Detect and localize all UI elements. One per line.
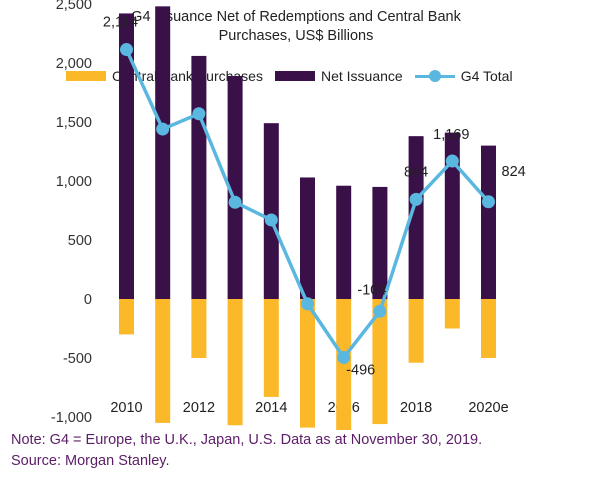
legend-item-net-issuance: Net Issuance bbox=[274, 68, 403, 84]
point-g4-total bbox=[264, 213, 278, 227]
bar-net-issuance bbox=[263, 123, 279, 300]
y-tick-label: 500 bbox=[68, 233, 92, 249]
data-label: -104 bbox=[357, 282, 386, 298]
bar-net-issuance bbox=[408, 136, 424, 299]
bar-net-issuance bbox=[191, 55, 207, 299]
legend-label-central-bank: Central Bank Purchases bbox=[112, 68, 263, 84]
point-g4-total bbox=[445, 154, 459, 168]
bar-net-issuance bbox=[481, 145, 496, 299]
x-tick-label: 2020e bbox=[468, 400, 508, 416]
point-g4-total bbox=[301, 297, 314, 311]
bar-central-bank bbox=[191, 299, 207, 358]
bar-central-bank bbox=[227, 299, 243, 426]
chart-title: G4 Issuance Net of Redemptions and Centr… bbox=[0, 8, 592, 46]
point-g4-total bbox=[409, 192, 423, 206]
bar-net-issuance bbox=[372, 186, 388, 299]
point-g4-total bbox=[156, 122, 170, 136]
legend-label-net-issuance: Net Issuance bbox=[320, 68, 403, 84]
bar-central-bank bbox=[119, 299, 134, 335]
data-label: 2,114 bbox=[103, 15, 138, 31]
bar-central-bank bbox=[444, 299, 460, 329]
point-g4-total bbox=[373, 304, 387, 318]
data-label: 844 bbox=[404, 164, 428, 180]
bar-central-bank bbox=[481, 299, 496, 358]
legend-swatch-g4-total bbox=[414, 69, 455, 83]
note-line: Note: G4 = Europe, the U.K., Japan, U.S.… bbox=[11, 432, 483, 448]
bar-central-bank bbox=[155, 299, 171, 423]
x-tick-label: 2014 bbox=[255, 400, 287, 416]
bar-net-issuance bbox=[336, 185, 352, 299]
y-tick-label: 2,000 bbox=[56, 56, 92, 72]
chart-title-line-2: Purchases, US$ Billions bbox=[218, 28, 374, 44]
y-tick-label: 0 bbox=[84, 292, 92, 308]
data-label: 1,169 bbox=[433, 127, 469, 143]
data-label: 824 bbox=[502, 164, 526, 180]
bar-net-issuance bbox=[155, 6, 171, 300]
bar-central-bank bbox=[408, 299, 424, 363]
source-line: Source: Morgan Stanley. bbox=[11, 453, 170, 469]
x-tick-label: 2012 bbox=[183, 400, 215, 416]
data-label: -496 bbox=[346, 363, 375, 379]
y-tick-label: 1,500 bbox=[56, 115, 92, 131]
bar-central-bank bbox=[336, 299, 352, 430]
x-tick-label: 2010 bbox=[110, 400, 142, 416]
chart-legend: Central Bank Purchases Net Issuance G4 T… bbox=[66, 66, 525, 86]
bar-central-bank bbox=[372, 299, 388, 425]
legend-swatch-central-bank bbox=[66, 71, 106, 81]
bar-net-issuance bbox=[300, 177, 315, 299]
point-g4-total bbox=[228, 195, 242, 209]
point-g4-total bbox=[192, 107, 206, 121]
legend-swatch-net-issuance bbox=[274, 71, 315, 81]
y-tick-label: -500 bbox=[63, 351, 92, 367]
legend-label-g4-total: G4 Total bbox=[460, 68, 513, 84]
y-tick-label: -1,000 bbox=[51, 410, 92, 426]
point-g4-total bbox=[337, 351, 351, 365]
chart-title-line-1: G4 Issuance Net of Redemptions and Centr… bbox=[131, 9, 461, 25]
bar-central-bank bbox=[263, 299, 279, 397]
legend-item-central-bank: Central Bank Purchases bbox=[66, 68, 263, 84]
y-tick-label: 2,500 bbox=[56, 0, 92, 13]
x-tick-label: 2018 bbox=[400, 400, 432, 416]
chart-note: Note: G4 = Europe, the U.K., Japan, U.S.… bbox=[11, 430, 482, 472]
bar-central-bank bbox=[300, 299, 315, 428]
point-g4-total bbox=[120, 43, 133, 57]
chart-plot: 3,0002,5002,0001,5001,0005000-500-1,0002… bbox=[51, 0, 526, 430]
bar-net-issuance bbox=[227, 75, 243, 299]
point-g4-total bbox=[482, 195, 495, 209]
y-tick-label: 1,000 bbox=[56, 174, 92, 190]
bar-net-issuance bbox=[119, 13, 134, 299]
bar-net-issuance bbox=[444, 132, 460, 299]
legend-item-g4-total: G4 Total bbox=[414, 68, 513, 84]
